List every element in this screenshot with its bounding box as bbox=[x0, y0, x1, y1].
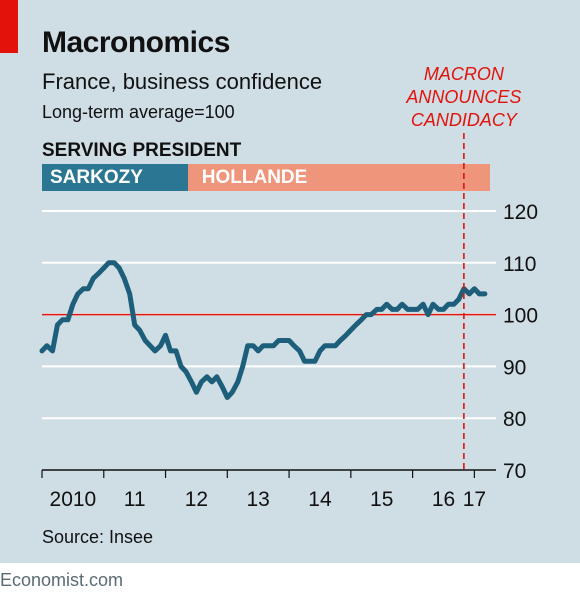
footer-credit: Economist.com bbox=[0, 570, 124, 590]
macron-annotation: MACRON ANNOUNCES CANDIDACY bbox=[394, 63, 534, 132]
series-line-business-confidence bbox=[39, 260, 488, 400]
x-tick-label: 13 bbox=[247, 488, 270, 511]
y-tick-label: 110 bbox=[503, 253, 536, 276]
y-tick-label: 120 bbox=[503, 201, 538, 224]
x-tick-label: 2010 bbox=[50, 488, 97, 511]
chart-note: Long-term average=100 bbox=[42, 102, 235, 122]
y-tick-label: 70 bbox=[503, 460, 526, 483]
chart-subtitle: France, business confidence bbox=[42, 69, 323, 94]
x-tick-label: 17 bbox=[463, 488, 486, 511]
chart-title: Macronomics bbox=[42, 26, 230, 59]
x-tick-label: 15 bbox=[370, 488, 393, 511]
x-tick-label: 11 bbox=[124, 488, 146, 511]
x-axis bbox=[41, 469, 496, 478]
annotation-line-2: ANNOUNCES bbox=[406, 87, 522, 107]
y-tick-labels: 70 80 90 100 110 120 bbox=[503, 201, 538, 483]
y-tick-label: 90 bbox=[503, 356, 526, 379]
line-chart: 70 80 90 100 110 120 2010 11 12 13 14 15 16 17 bbox=[39, 133, 538, 511]
chart-card bbox=[0, 0, 580, 563]
y-tick-label: 100 bbox=[503, 305, 538, 328]
source-note: Source: Insee bbox=[42, 527, 154, 547]
x-tick-label: 12 bbox=[185, 488, 208, 511]
president-bar-sarkozy: SARKOZY bbox=[42, 164, 188, 191]
x-tick-label: 14 bbox=[308, 488, 332, 511]
x-tick-label: 16 bbox=[432, 488, 455, 511]
annotation-line-3: CANDIDACY bbox=[410, 110, 517, 130]
brand-tab bbox=[0, 0, 18, 53]
president-bar-hollande: HOLLANDE bbox=[187, 164, 490, 191]
president-heading: SERVING PRESIDENT bbox=[42, 140, 242, 161]
annotation-line-1: MACRON bbox=[423, 64, 504, 84]
x-tick-labels: 2010 11 12 13 14 15 16 17 bbox=[50, 488, 487, 511]
y-tick-label: 80 bbox=[503, 408, 526, 431]
series-layer bbox=[39, 260, 488, 400]
